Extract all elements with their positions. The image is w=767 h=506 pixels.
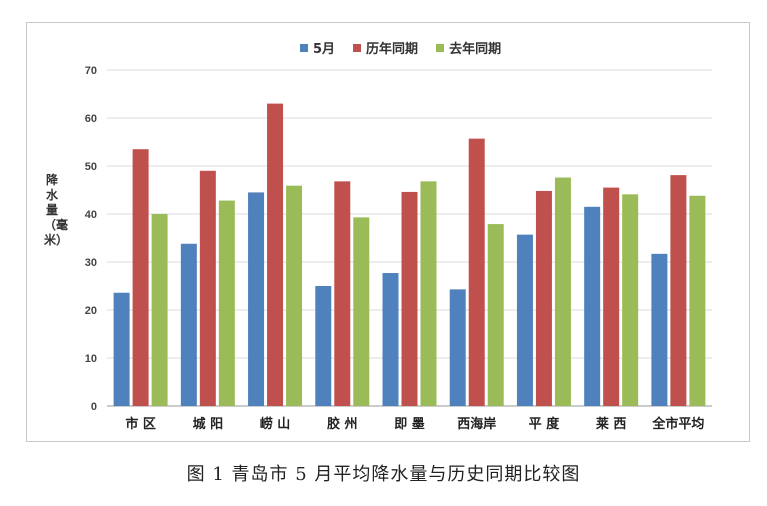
bar <box>622 194 639 406</box>
y-tick-label: 50 <box>85 161 97 173</box>
bar <box>315 286 332 406</box>
bar <box>603 187 620 406</box>
x-tick-label: 全市平均 <box>651 416 704 432</box>
figure-caption: 图 1 青岛市 5 月平均降水量与历史同期比较图 <box>186 464 581 485</box>
bar <box>487 224 504 406</box>
bar <box>651 253 668 406</box>
legend-label-may: 5月 <box>313 42 336 57</box>
x-tick-label: 崂 山 <box>260 416 291 432</box>
legend-label-historical: 历年同期 <box>366 42 419 57</box>
legend-swatch-may <box>300 43 308 52</box>
legend-swatch-last-year <box>436 43 445 52</box>
legend-swatch-historical <box>353 43 362 52</box>
bar <box>286 185 303 406</box>
bar <box>670 175 687 406</box>
legend-item-historical: 历年同期 <box>353 38 418 57</box>
y-tick-label: 10 <box>85 353 97 365</box>
y-tick-label: 70 <box>85 65 97 77</box>
bar <box>248 192 265 406</box>
bar <box>516 234 533 406</box>
chart-legend: 5月 历年同期 去年同期 <box>300 38 501 57</box>
bar <box>401 191 418 406</box>
legend-label-last-year: 去年同期 <box>449 42 502 57</box>
bar <box>113 292 130 406</box>
bar <box>584 206 601 406</box>
x-tick-label: 城 阳 <box>193 416 224 432</box>
x-tick-label: 胶 州 <box>327 416 358 432</box>
y-tick-label: 20 <box>85 305 97 317</box>
bar <box>382 273 399 406</box>
y-tick-label: 40 <box>85 209 97 221</box>
x-tick-label: 即 墨 <box>394 417 425 432</box>
bar <box>151 214 168 406</box>
bar <box>199 170 216 406</box>
legend-item-may: 5月 <box>300 38 335 57</box>
bar <box>535 190 552 406</box>
bar <box>267 103 284 406</box>
y-tick-label: 60 <box>85 113 97 125</box>
legend-item-last-year: 去年同期 <box>436 38 501 57</box>
bar <box>554 177 571 406</box>
x-tick-label: 莱 西 <box>596 416 627 432</box>
bar <box>420 181 437 406</box>
bar <box>218 200 235 406</box>
bar <box>468 138 485 406</box>
x-tick-label: 平 度 <box>529 416 561 432</box>
bar <box>334 181 351 406</box>
y-tick-label: 30 <box>85 257 97 269</box>
bar <box>353 217 370 406</box>
x-tick-label: 西海岸 <box>457 416 496 432</box>
bar <box>689 195 706 406</box>
y-tick-label: 0 <box>91 401 97 413</box>
bar <box>132 149 149 406</box>
x-tick-label: 市 区 <box>125 416 156 432</box>
bar <box>449 289 466 406</box>
bar <box>180 243 197 406</box>
